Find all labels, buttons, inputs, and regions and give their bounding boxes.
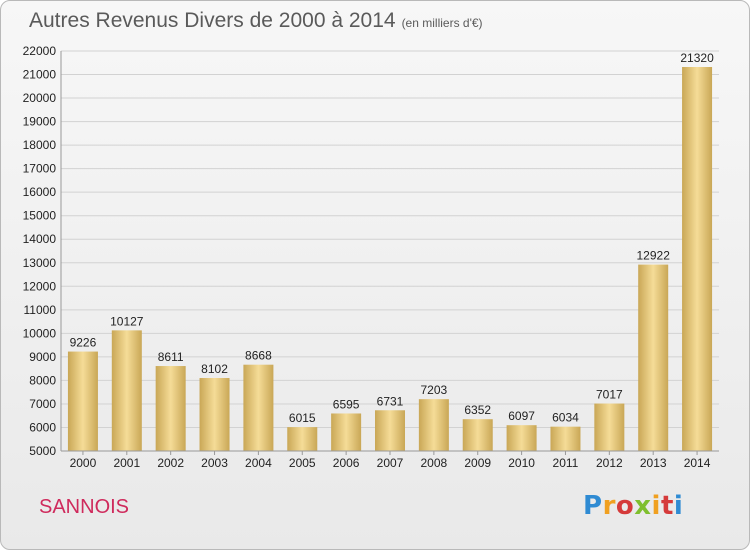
- bar-2003: [199, 378, 230, 451]
- x-tick-label: 2011: [553, 456, 579, 470]
- x-tick-label: 2004: [245, 456, 272, 470]
- x-tick-label: 2009: [464, 456, 491, 470]
- x-tick-label: 2012: [596, 456, 623, 470]
- y-tick-label: 5000: [29, 444, 56, 458]
- bar-value-label: 6097: [508, 409, 535, 423]
- bar-value-label: 10127: [110, 314, 144, 328]
- bar-value-label: 8102: [201, 362, 228, 376]
- y-tick-label: 19000: [23, 115, 57, 129]
- y-tick-label: 10000: [23, 326, 57, 340]
- bar-value-label: 8668: [245, 349, 272, 363]
- y-tick-label: 8000: [29, 373, 56, 387]
- x-tick-label: 2008: [421, 456, 448, 470]
- bar-2005: [287, 427, 318, 451]
- bar-value-label: 6034: [552, 411, 579, 425]
- x-tick-label: 2010: [508, 456, 535, 470]
- bar-value-label: 12922: [637, 249, 671, 263]
- bar-2004: [243, 364, 274, 451]
- bar-2012: [594, 403, 625, 451]
- chart-title: Autres Revenus Divers de 2000 à 2014 (en …: [29, 9, 483, 33]
- y-tick-label: 18000: [23, 138, 57, 152]
- x-tick-label: 2001: [113, 456, 140, 470]
- x-tick-label: 2014: [684, 456, 711, 470]
- x-tick-label: 2006: [333, 456, 360, 470]
- y-tick-label: 11000: [24, 303, 57, 317]
- bar-2000: [67, 351, 98, 451]
- x-tick-label: 2007: [377, 456, 404, 470]
- y-tick-label: 20000: [23, 91, 57, 105]
- bar-value-label: 8611: [158, 350, 184, 364]
- commune-name: SANNOIS: [39, 496, 130, 518]
- y-tick-label: 22000: [23, 44, 57, 58]
- y-tick-label: 6000: [29, 420, 56, 434]
- bar-2008: [418, 399, 449, 451]
- bar-2009: [462, 419, 493, 451]
- bar-value-label: 6352: [464, 403, 491, 417]
- x-tick-label: 2013: [640, 456, 667, 470]
- bar-2014: [682, 67, 713, 451]
- x-tick-label: 2002: [157, 456, 184, 470]
- bar-2001: [111, 330, 142, 451]
- bar-value-label: 21320: [680, 51, 714, 65]
- y-tick-label: 16000: [23, 185, 57, 199]
- y-tick-label: 9000: [29, 350, 56, 364]
- bar-value-label: 7017: [596, 388, 623, 402]
- bar-value-label: 7203: [421, 383, 448, 397]
- bar-2002: [155, 366, 186, 451]
- y-tick-label: 21000: [23, 68, 57, 82]
- bar-value-label: 6015: [289, 411, 316, 425]
- y-tick-label: 7000: [29, 397, 56, 411]
- bar-value-label: 6595: [333, 397, 360, 411]
- proxiti-logo[interactable]: Proxiti: [583, 491, 684, 521]
- bar-2011: [550, 426, 581, 451]
- y-tick-label: 12000: [23, 279, 57, 293]
- bar-2010: [506, 425, 537, 451]
- y-tick-label: 15000: [23, 209, 57, 223]
- x-tick-label: 2003: [201, 456, 228, 470]
- y-tick-label: 17000: [23, 162, 57, 176]
- bar-2006: [331, 413, 362, 451]
- chart-subtitle: (en milliers d'€): [401, 16, 483, 30]
- bar-2013: [638, 264, 669, 451]
- bar-value-label: 6731: [377, 394, 404, 408]
- chart-title-text: Autres Revenus Divers de 2000 à 2014: [29, 9, 396, 32]
- x-tick-label: 2000: [70, 456, 97, 470]
- bar-value-label: 9226: [70, 336, 97, 350]
- x-tick-label: 2005: [289, 456, 316, 470]
- y-tick-label: 13000: [23, 256, 57, 270]
- y-tick-label: 14000: [23, 232, 57, 246]
- bar-2007: [375, 410, 405, 451]
